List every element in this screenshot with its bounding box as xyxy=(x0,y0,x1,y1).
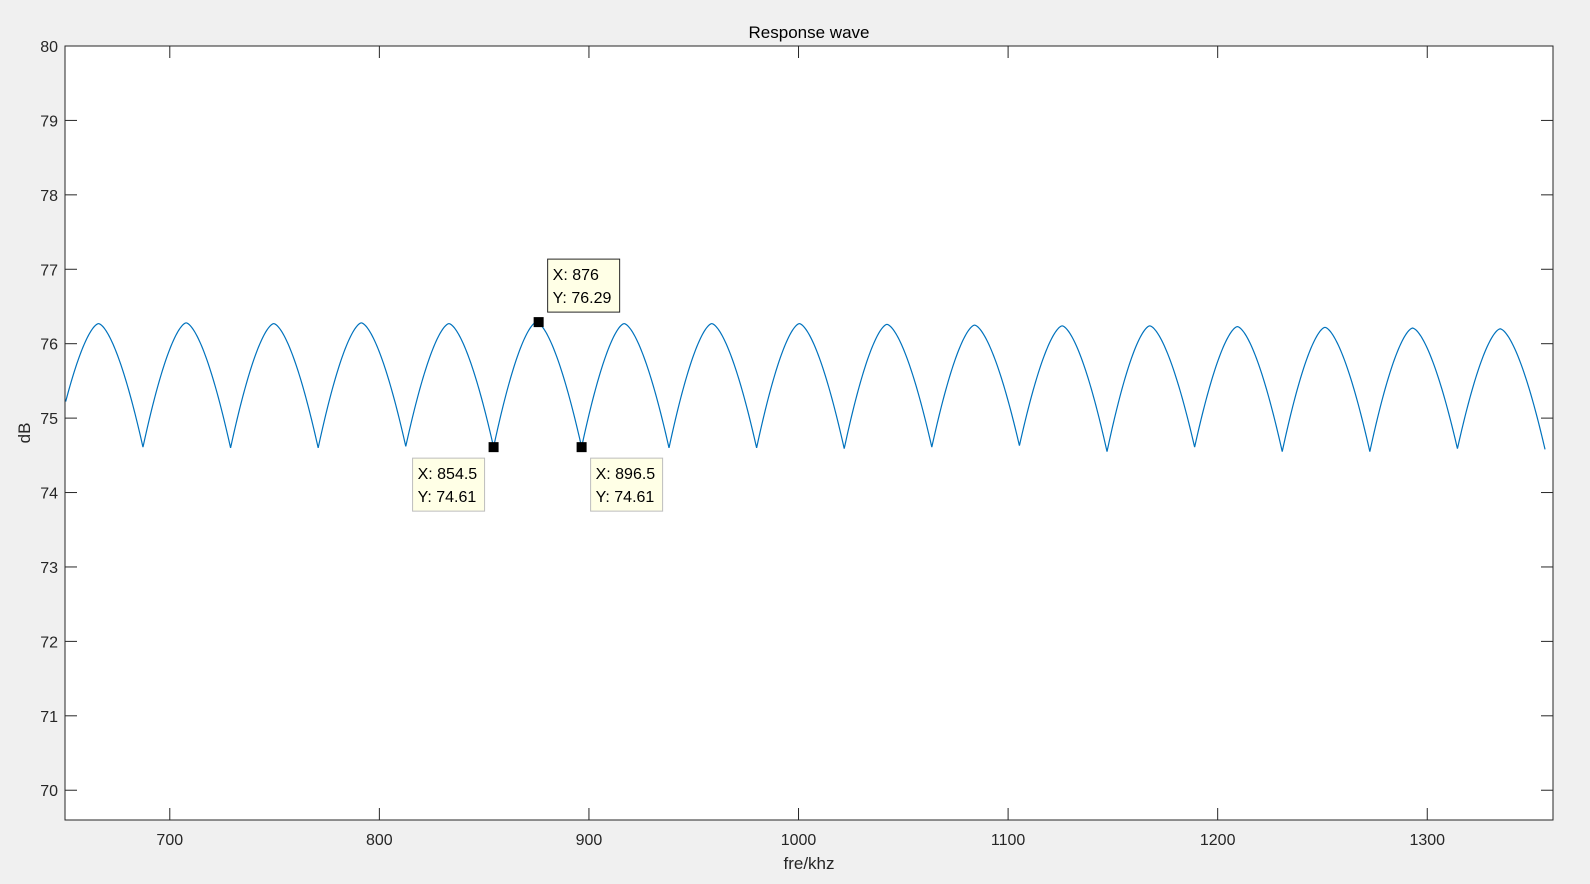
datatip-x-text: X: 854.5 xyxy=(418,466,478,483)
axes-box xyxy=(64,45,1554,821)
y-axis-label: dB xyxy=(15,423,34,444)
chart-title: Response wave xyxy=(749,23,870,42)
x-tick-label: 1000 xyxy=(781,832,817,849)
y-tick-label: 75 xyxy=(40,411,58,428)
x-tick-label: 800 xyxy=(366,832,393,849)
y-tick-label: 72 xyxy=(40,634,58,651)
datatip-marker[interactable] xyxy=(576,442,587,453)
datatip-marker[interactable] xyxy=(533,317,544,328)
datatip-box xyxy=(590,457,664,512)
y-tick-label: 70 xyxy=(40,783,58,800)
y-tick-label: 76 xyxy=(40,337,58,354)
y-tick-label: 79 xyxy=(40,113,58,130)
datatip-x-text: X: 876 xyxy=(553,267,599,284)
x-tick-label: 700 xyxy=(156,832,183,849)
datatip-y-text: Y: 74.61 xyxy=(596,489,655,506)
x-tick-label: 900 xyxy=(576,832,603,849)
x-tick-label: 1100 xyxy=(991,832,1026,849)
x-tick-label: 1300 xyxy=(1409,832,1445,849)
datatip-y-text: Y: 76.29 xyxy=(553,290,612,307)
series-line[interactable] xyxy=(65,321,1546,452)
y-tick-label: 74 xyxy=(40,486,58,503)
datatip[interactable]: X: 854.5 Y: 74.61 xyxy=(412,442,499,512)
datatip[interactable]: X: 896.5 Y: 74.61 xyxy=(576,442,664,512)
datatip-y-text: Y: 74.61 xyxy=(418,489,477,506)
datatip[interactable]: X: 876 Y: 76.29 xyxy=(533,258,621,328)
y-tick-label: 77 xyxy=(40,262,58,279)
datatip-box xyxy=(547,258,621,313)
y-tick-label: 71 xyxy=(40,709,58,726)
datatip-x-text: X: 896.5 xyxy=(596,466,656,483)
y-tick-label: 80 xyxy=(40,39,58,56)
y-tick-label: 78 xyxy=(40,188,58,205)
datatip-box xyxy=(412,457,486,512)
plot-area[interactable] xyxy=(65,46,1553,820)
y-tick-label: 73 xyxy=(40,560,58,577)
x-axis-label: fre/khz xyxy=(783,854,834,873)
x-tick-label: 1200 xyxy=(1200,832,1236,849)
datatip-marker[interactable] xyxy=(488,442,499,453)
